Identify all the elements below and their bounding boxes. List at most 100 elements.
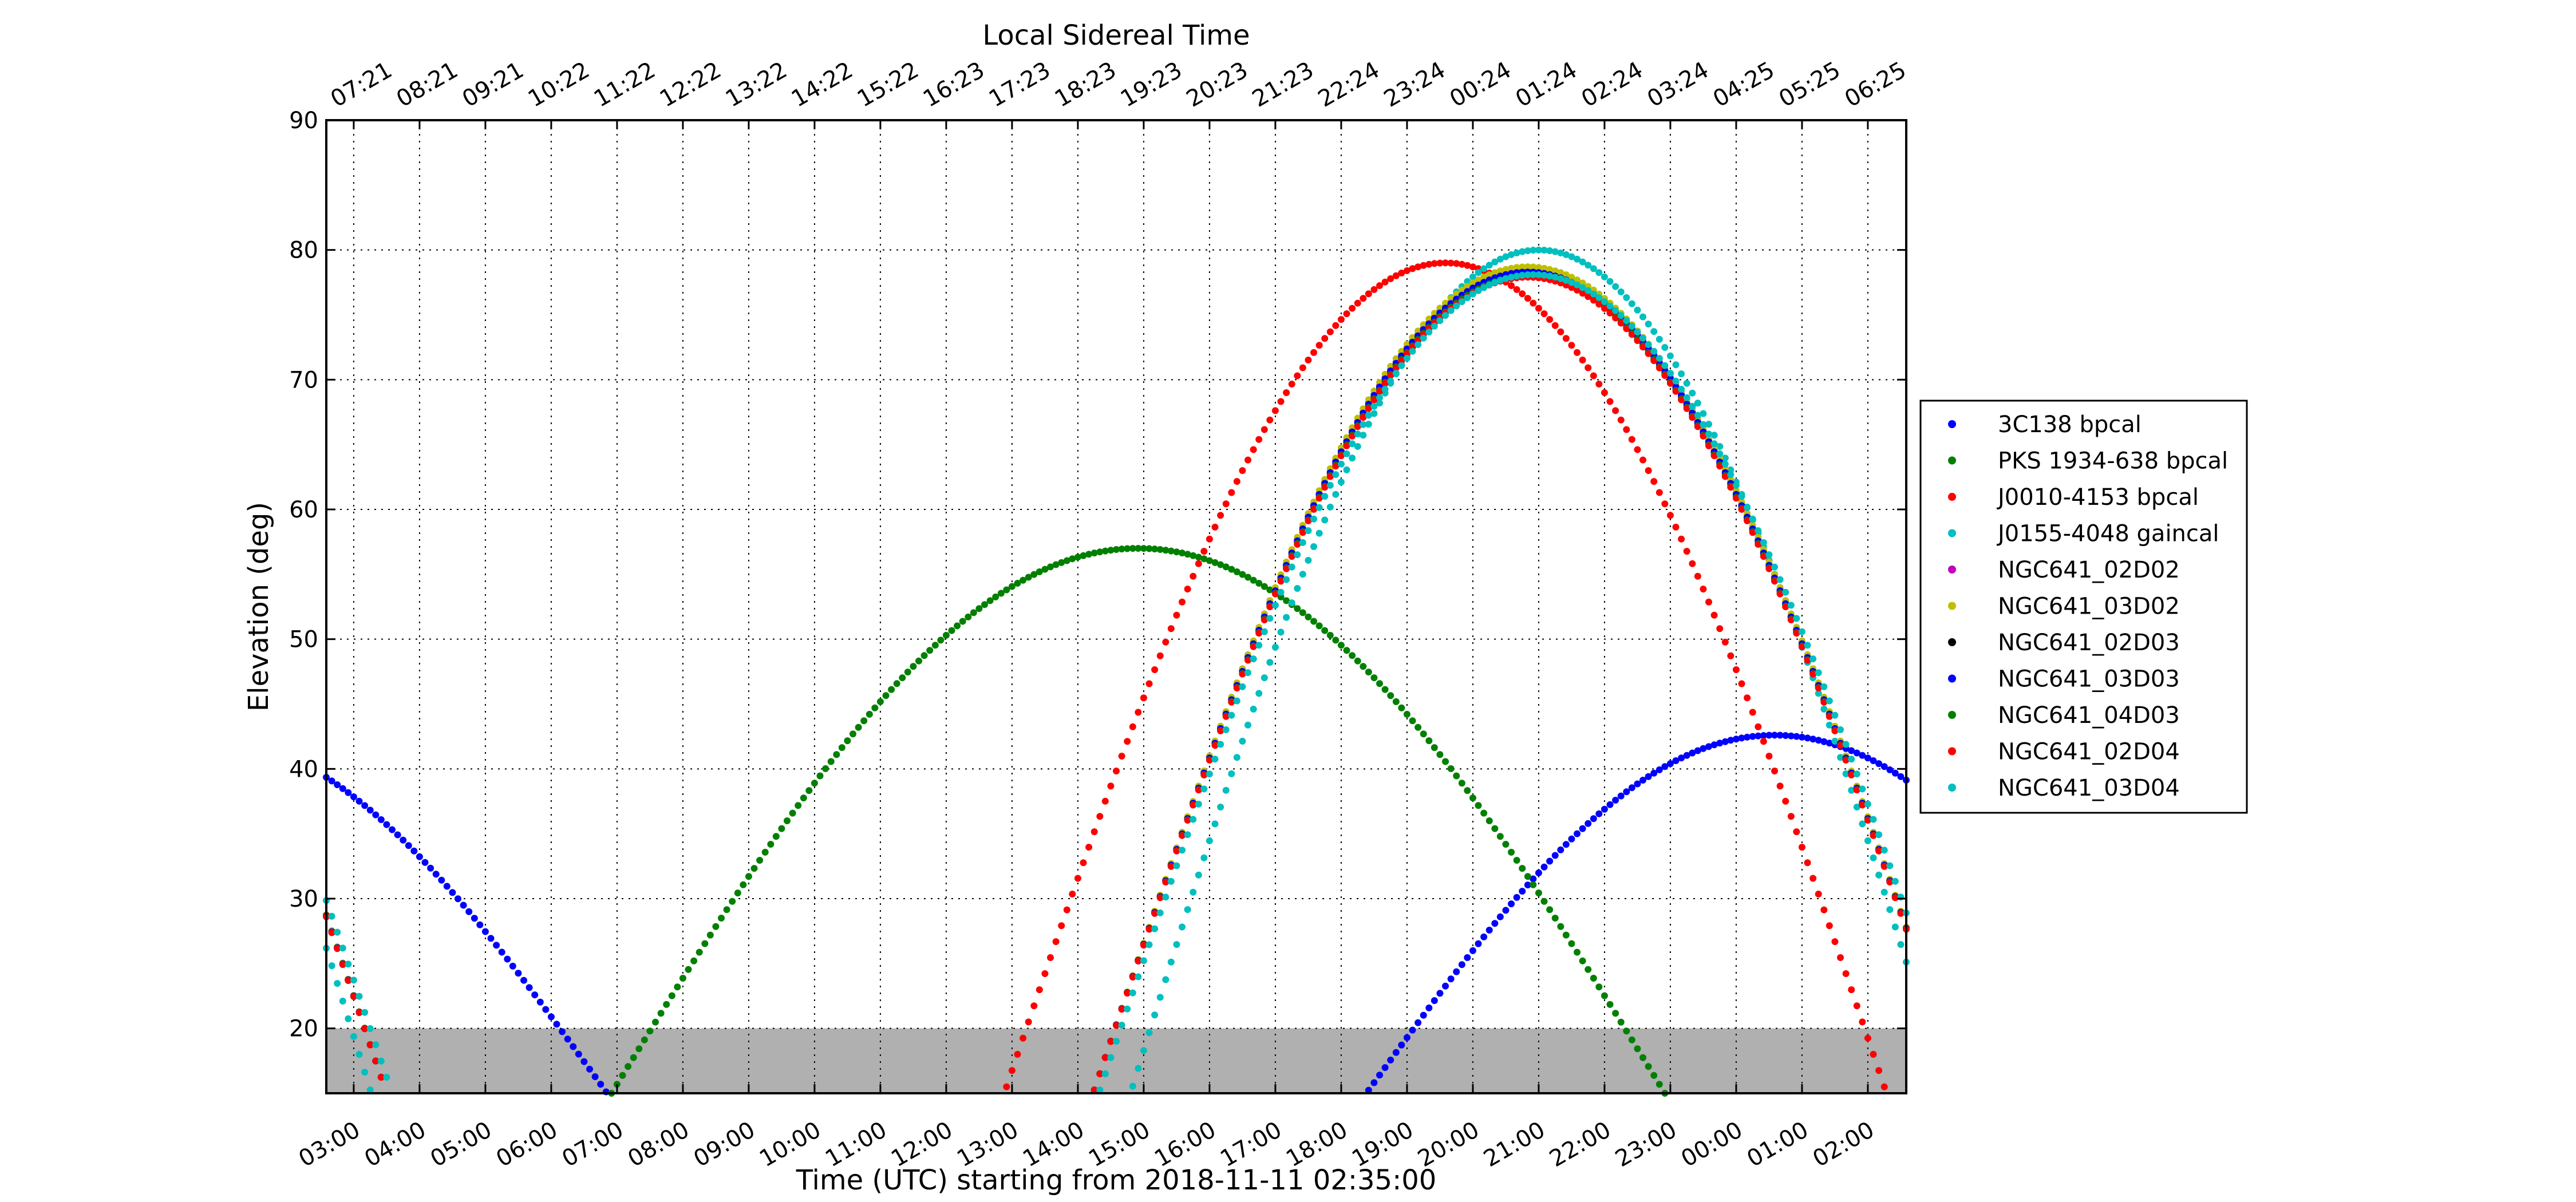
data-point	[1442, 299, 1449, 307]
data-point	[1661, 362, 1669, 369]
data-point	[1294, 372, 1301, 379]
data-point	[1310, 349, 1317, 356]
data-point	[1360, 421, 1367, 428]
data-point	[1700, 586, 1707, 593]
data-point	[1859, 820, 1866, 828]
data-point	[1700, 432, 1707, 440]
data-point	[1447, 259, 1455, 267]
data-point	[1562, 251, 1570, 258]
data-point	[1787, 616, 1795, 623]
data-point	[1398, 704, 1405, 711]
data-point	[1897, 941, 1905, 948]
data-point	[1453, 772, 1460, 780]
data-point	[1551, 267, 1559, 275]
data-point	[1530, 271, 1537, 278]
plot-frame	[325, 119, 1907, 1094]
data-point	[1727, 652, 1735, 659]
data-point	[1634, 337, 1641, 344]
data-point	[1880, 763, 1888, 770]
data-point	[981, 601, 988, 608]
data-point	[1008, 1067, 1016, 1074]
data-point	[1694, 572, 1701, 580]
data-point	[1190, 816, 1197, 823]
data-point	[1601, 389, 1608, 396]
data-point	[1568, 342, 1575, 349]
data-point	[1464, 262, 1471, 269]
data-point	[1156, 909, 1164, 916]
data-point	[1239, 467, 1246, 475]
data-point	[1546, 247, 1554, 254]
data-point	[1491, 825, 1499, 832]
data-point	[1101, 797, 1109, 805]
data-point	[1700, 745, 1707, 752]
data-point	[1870, 1051, 1877, 1058]
data-point	[1069, 555, 1076, 563]
data-point	[1634, 780, 1641, 788]
data-point	[1617, 288, 1625, 295]
data-point	[1190, 572, 1197, 580]
data-point	[1853, 770, 1860, 778]
data-point	[334, 980, 341, 987]
data-point	[1244, 721, 1251, 729]
data-point	[531, 991, 539, 999]
data-point	[361, 1009, 369, 1016]
data-point	[1859, 752, 1866, 759]
data-point	[1524, 873, 1531, 880]
data-point	[761, 848, 769, 856]
data-point	[1601, 298, 1608, 305]
data-point	[366, 1041, 374, 1049]
data-point	[1672, 361, 1680, 369]
data-point	[1880, 888, 1888, 896]
data-point	[1787, 732, 1795, 740]
data-point	[1535, 246, 1542, 254]
data-point	[410, 847, 418, 855]
data-point	[1360, 414, 1367, 421]
data-point	[1069, 891, 1076, 897]
x-tick-label: 06:00	[492, 1117, 562, 1172]
data-point	[1744, 504, 1751, 511]
chart-title: Local Sidereal Time	[982, 19, 1250, 52]
y-tick-label: 30	[289, 886, 318, 912]
data-point	[1167, 547, 1175, 555]
data-point	[1409, 717, 1416, 725]
data-point	[1403, 1034, 1411, 1041]
top-tick-label: 20:23	[1182, 57, 1253, 112]
data-point	[1672, 377, 1680, 385]
data-point	[345, 977, 352, 984]
data-point	[1590, 265, 1597, 272]
data-point	[1381, 686, 1389, 693]
data-point	[1107, 1054, 1115, 1061]
data-point	[1162, 976, 1170, 983]
data-point	[1650, 769, 1658, 777]
data-point	[1678, 535, 1685, 543]
data-point	[1436, 317, 1444, 325]
data-point	[816, 772, 824, 780]
data-point	[1519, 263, 1526, 271]
data-point	[1530, 247, 1537, 254]
data-point	[1551, 248, 1559, 255]
data-point	[1326, 328, 1334, 335]
data-point	[1145, 926, 1153, 933]
data-point	[1502, 253, 1510, 260]
data-point	[1656, 1081, 1663, 1088]
data-point	[784, 817, 791, 824]
data-point	[1557, 269, 1564, 276]
data-point	[1305, 527, 1312, 535]
data-point	[1645, 350, 1652, 357]
x-tick-label: 04:00	[360, 1117, 430, 1172]
data-point	[701, 940, 709, 947]
y-tick-label: 80	[289, 238, 318, 264]
data-point	[1332, 462, 1340, 470]
data-point	[1496, 913, 1504, 920]
data-point	[1886, 879, 1894, 885]
data-point	[1519, 888, 1526, 895]
data-point	[1524, 271, 1531, 278]
data-point	[690, 957, 698, 964]
data-point	[1211, 820, 1219, 828]
legend-label: NGC641_03D03	[1998, 666, 2180, 693]
data-point	[1891, 894, 1899, 902]
data-point	[1568, 274, 1575, 281]
data-point	[1606, 302, 1614, 310]
data-point	[789, 809, 796, 817]
data-point	[1606, 1001, 1614, 1008]
